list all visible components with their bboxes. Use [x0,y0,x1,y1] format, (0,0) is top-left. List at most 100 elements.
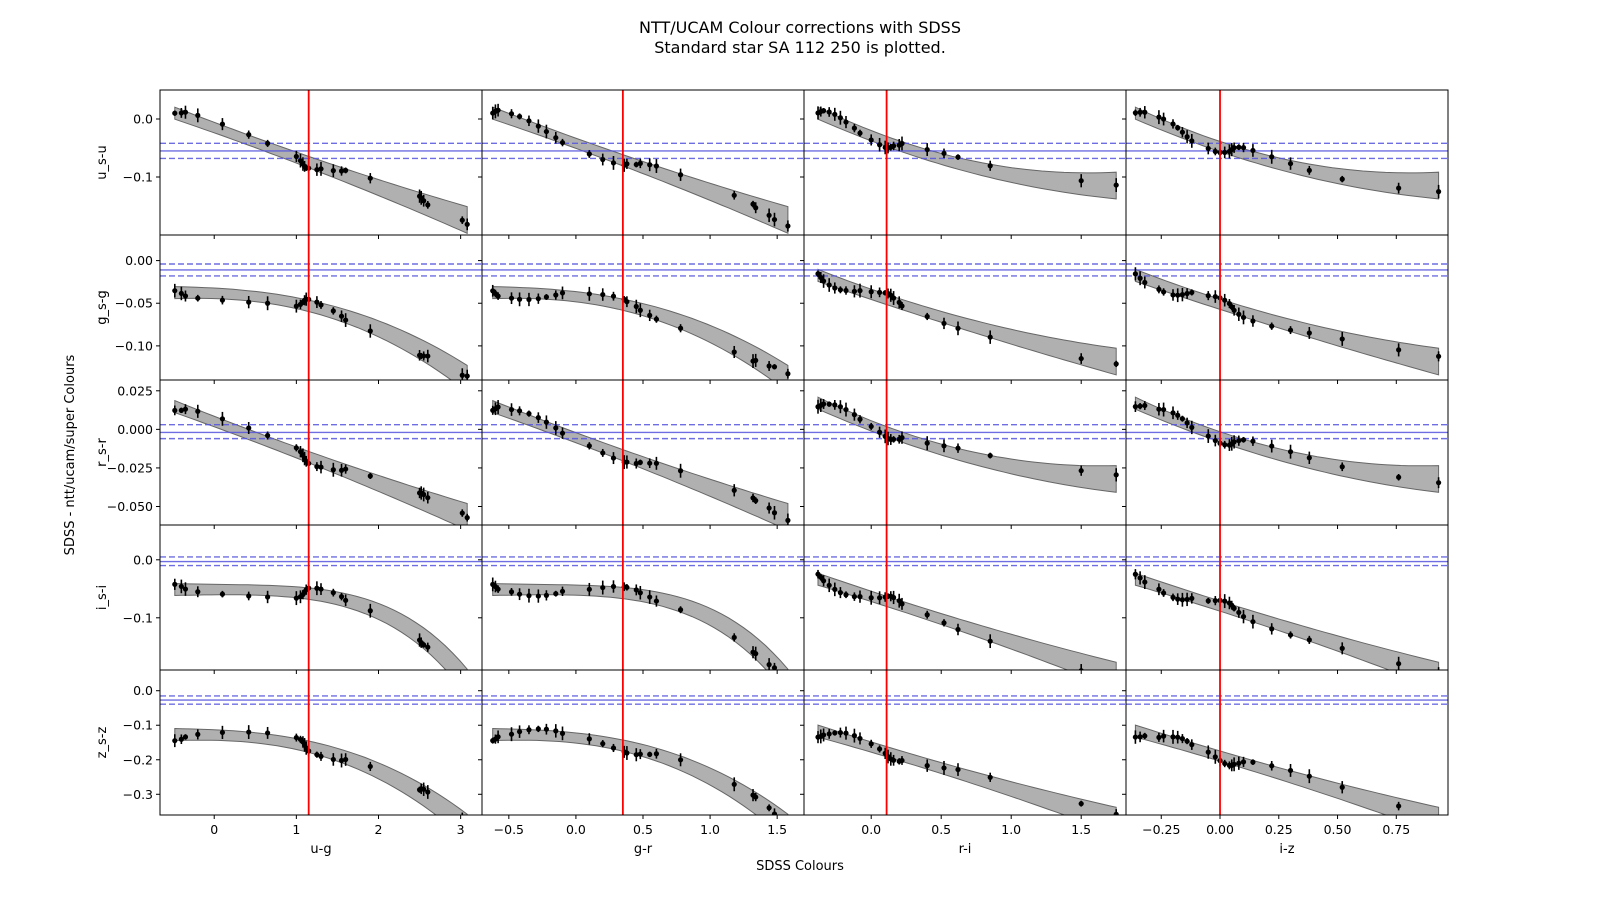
data-point [338,467,345,473]
data-point [766,212,772,218]
data-point [464,221,470,227]
data-point [535,415,541,421]
data-point [1137,575,1143,581]
data-point [955,766,961,773]
data-point [826,282,832,288]
x-tick-label: 1.0 [700,822,720,837]
fit-confidence-band [817,106,1117,200]
data-point [265,432,271,439]
data-point [600,584,606,591]
data-point [955,325,961,331]
data-point [293,303,299,309]
data-point [508,406,515,413]
data-point [330,168,336,174]
data-point [425,202,431,208]
data-point [857,594,863,600]
data-point [314,752,320,758]
data-point [543,294,550,300]
y-axis-label: u_s-u [95,145,110,179]
data-point [1240,613,1247,620]
data-point [1170,292,1176,298]
data-point [868,289,874,295]
data-point [924,612,930,618]
data-point [653,316,660,322]
data-point [1231,307,1237,313]
data-point [753,205,759,211]
data-point [246,299,252,305]
x-tick-label: 0 [210,822,218,837]
data-point [265,594,271,600]
data-point [1287,327,1294,333]
data-point [508,731,515,737]
data-point [1339,336,1345,342]
data-point [526,296,532,303]
panel-g_s-g-g-r [478,234,805,384]
data-point [330,756,336,763]
data-point [586,291,592,297]
data-point [1156,406,1162,412]
data-point [924,440,930,446]
panel-u_s-u-i-z [1122,89,1449,239]
data-point [1205,433,1211,439]
data-point [877,595,883,601]
panel-frame [1125,669,1449,816]
data-point [624,750,630,756]
data-point [987,774,993,780]
fit-confidence-band [1134,106,1440,200]
data-point [559,139,566,146]
data-point [495,293,501,299]
data-point [1212,148,1218,155]
data-point [637,307,643,313]
data-point [265,730,271,736]
y-tick-label: −0.3 [123,787,153,802]
data-point [314,585,320,591]
data-point [731,781,737,787]
panel-plot-area [160,525,482,670]
data-point [459,510,465,516]
x-axis-label: r-i [959,842,972,857]
data-point [338,757,345,764]
data-point [1212,293,1218,300]
data-point [1189,138,1195,144]
data-point [815,271,821,277]
data-point [1250,438,1256,444]
data-point [1142,279,1148,286]
data-point [785,223,791,229]
data-point [1142,109,1148,115]
data-point [843,406,849,413]
data-point [1179,597,1186,603]
data-point [899,303,905,309]
data-point [851,288,858,294]
data-point [766,505,772,511]
data-point [495,107,501,113]
data-point [516,591,523,597]
data-point [1269,763,1275,769]
data-point [293,734,299,741]
data-point [1184,290,1190,297]
data-point [195,112,201,118]
data-point [677,607,684,613]
panel-plot-area [804,235,1126,380]
data-point [1161,116,1167,122]
data-point [182,293,189,299]
panel-r_s-r-i-z [1122,379,1449,529]
panel-plot-area [804,90,1126,235]
y-tick-label: −0.2 [123,752,153,767]
data-point [1175,292,1181,298]
y-tick-label: −0.1 [123,610,153,625]
data-point [868,137,874,143]
data-point [1306,773,1312,779]
data-point [553,135,559,141]
data-point [343,317,349,323]
data-point [1306,455,1312,461]
data-point [857,735,863,742]
data-point [172,110,178,116]
data-point [1189,289,1195,296]
data-point [1175,596,1181,602]
data-point [318,464,324,470]
data-point [508,111,515,117]
data-point [647,460,653,466]
x-tick-label: 0.5 [931,822,951,837]
data-point [653,598,660,604]
